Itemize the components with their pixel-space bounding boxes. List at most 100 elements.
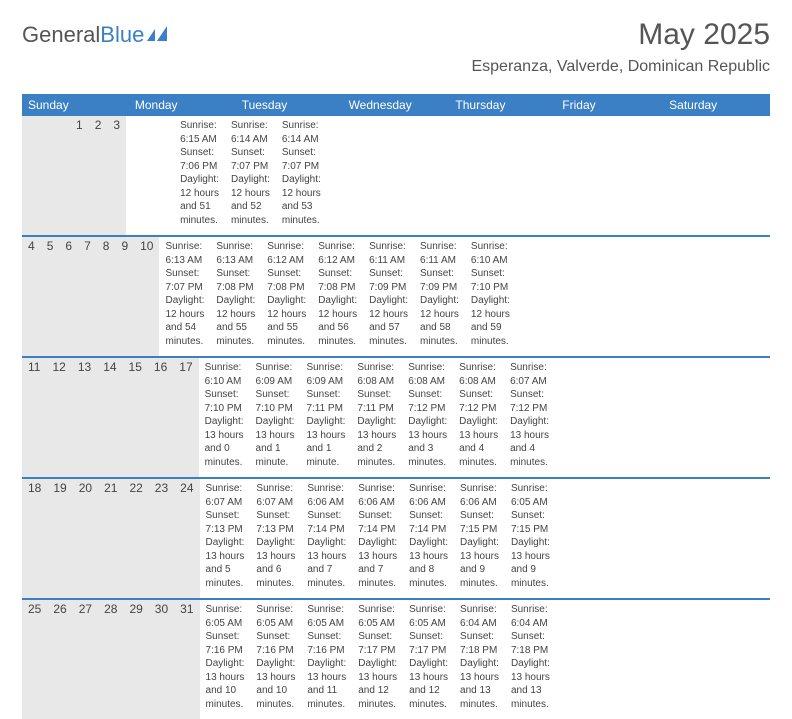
day-number: 9 bbox=[115, 237, 134, 255]
header: GeneralBlue May 2025 Esperanza, Valverde… bbox=[22, 18, 770, 76]
day-number: 4 bbox=[22, 237, 41, 255]
sunset-text: Sunset: 7:07 PM bbox=[165, 267, 204, 294]
day-number: 15 bbox=[123, 358, 148, 376]
day-details: Sunrise: 6:07 AMSunset: 7:12 PMDaylight:… bbox=[504, 358, 555, 477]
daylight-text: Daylight: 13 hours and 6 minutes. bbox=[256, 536, 295, 590]
sunset-text: Sunset: 7:08 PM bbox=[267, 267, 306, 294]
sunrise-text: Sunrise: 6:11 AM bbox=[420, 240, 459, 267]
day-number: 21 bbox=[98, 479, 123, 497]
sunset-text: Sunset: 7:14 PM bbox=[409, 509, 448, 536]
day-details: Sunrise: 6:14 AMSunset: 7:07 PMDaylight:… bbox=[225, 116, 276, 235]
sunset-text: Sunset: 7:09 PM bbox=[420, 267, 459, 294]
day-number: 23 bbox=[149, 479, 174, 497]
logo-sails-icon bbox=[147, 26, 169, 44]
sunrise-text: Sunrise: 6:08 AM bbox=[408, 361, 447, 388]
details-row: Sunrise: 6:15 AMSunset: 7:06 PMDaylight:… bbox=[126, 116, 327, 235]
day-number: 3 bbox=[107, 116, 126, 134]
day-number: 30 bbox=[149, 600, 174, 618]
sunrise-text: Sunrise: 6:10 AM bbox=[205, 361, 244, 388]
sunrise-text: Sunrise: 6:05 AM bbox=[206, 603, 245, 630]
day-details: Sunrise: 6:05 AMSunset: 7:16 PMDaylight:… bbox=[250, 600, 301, 719]
day-details: Sunrise: 6:06 AMSunset: 7:14 PMDaylight:… bbox=[352, 479, 403, 598]
week-row: 123Sunrise: 6:15 AMSunset: 7:06 PMDaylig… bbox=[22, 116, 770, 237]
day-number: 24 bbox=[174, 479, 199, 497]
week-row: 45678910Sunrise: 6:13 AMSunset: 7:07 PMD… bbox=[22, 237, 770, 358]
day-details: Sunrise: 6:09 AMSunset: 7:10 PMDaylight:… bbox=[250, 358, 301, 477]
day-number bbox=[22, 116, 34, 134]
day-header-thursday: Thursday bbox=[449, 94, 556, 116]
day-number-row: 11121314151617 bbox=[22, 358, 199, 477]
day-header-sunday: Sunday bbox=[22, 94, 129, 116]
day-details: Sunrise: 6:08 AMSunset: 7:12 PMDaylight:… bbox=[453, 358, 504, 477]
day-details: Sunrise: 6:14 AMSunset: 7:07 PMDaylight:… bbox=[276, 116, 327, 235]
sunrise-text: Sunrise: 6:07 AM bbox=[206, 482, 245, 509]
sunrise-text: Sunrise: 6:06 AM bbox=[460, 482, 499, 509]
daylight-text: Daylight: 13 hours and 11 minutes. bbox=[307, 657, 346, 711]
sunset-text: Sunset: 7:11 PM bbox=[357, 388, 396, 415]
day-number: 25 bbox=[22, 600, 47, 618]
sunrise-text: Sunrise: 6:05 AM bbox=[256, 603, 295, 630]
sunrise-text: Sunrise: 6:13 AM bbox=[165, 240, 204, 267]
day-details: Sunrise: 6:10 AMSunset: 7:10 PMDaylight:… bbox=[465, 237, 516, 356]
day-details: Sunrise: 6:07 AMSunset: 7:13 PMDaylight:… bbox=[200, 479, 251, 598]
day-details bbox=[150, 116, 162, 235]
day-number: 29 bbox=[123, 600, 148, 618]
day-number bbox=[34, 116, 46, 134]
sunset-text: Sunset: 7:18 PM bbox=[511, 630, 550, 657]
sunrise-text: Sunrise: 6:07 AM bbox=[256, 482, 295, 509]
details-row: Sunrise: 6:07 AMSunset: 7:13 PMDaylight:… bbox=[200, 479, 556, 598]
sunrise-text: Sunrise: 6:05 AM bbox=[409, 603, 448, 630]
daylight-text: Daylight: 12 hours and 57 minutes. bbox=[369, 294, 408, 348]
sunrise-text: Sunrise: 6:05 AM bbox=[358, 603, 397, 630]
sunset-text: Sunset: 7:12 PM bbox=[408, 388, 447, 415]
day-number: 26 bbox=[47, 600, 72, 618]
daylight-text: Daylight: 12 hours and 55 minutes. bbox=[216, 294, 255, 348]
sunset-text: Sunset: 7:09 PM bbox=[369, 267, 408, 294]
sunrise-text: Sunrise: 6:06 AM bbox=[358, 482, 397, 509]
sunset-text: Sunset: 7:15 PM bbox=[511, 509, 550, 536]
day-number: 8 bbox=[97, 237, 116, 255]
daylight-text: Daylight: 13 hours and 2 minutes. bbox=[357, 415, 396, 469]
daylight-text: Daylight: 12 hours and 54 minutes. bbox=[165, 294, 204, 348]
day-number: 31 bbox=[174, 600, 199, 618]
sunset-text: Sunset: 7:14 PM bbox=[358, 509, 397, 536]
day-details: Sunrise: 6:13 AMSunset: 7:07 PMDaylight:… bbox=[159, 237, 210, 356]
day-number: 19 bbox=[47, 479, 72, 497]
daylight-text: Daylight: 13 hours and 12 minutes. bbox=[409, 657, 448, 711]
details-row: Sunrise: 6:10 AMSunset: 7:10 PMDaylight:… bbox=[199, 358, 555, 477]
day-number: 13 bbox=[72, 358, 97, 376]
daylight-text: Daylight: 12 hours and 52 minutes. bbox=[231, 173, 270, 227]
logo-text-blue: Blue bbox=[100, 22, 144, 48]
day-details: Sunrise: 6:05 AMSunset: 7:16 PMDaylight:… bbox=[301, 600, 352, 719]
sunrise-text: Sunrise: 6:08 AM bbox=[357, 361, 396, 388]
daylight-text: Daylight: 13 hours and 9 minutes. bbox=[511, 536, 550, 590]
sunset-text: Sunset: 7:16 PM bbox=[307, 630, 346, 657]
day-number bbox=[46, 116, 58, 134]
day-number: 20 bbox=[73, 479, 98, 497]
day-details: Sunrise: 6:05 AMSunset: 7:17 PMDaylight:… bbox=[352, 600, 403, 719]
sunrise-text: Sunrise: 6:08 AM bbox=[459, 361, 498, 388]
day-number-row: 45678910 bbox=[22, 237, 159, 356]
day-number: 17 bbox=[173, 358, 198, 376]
week-row: 25262728293031Sunrise: 6:05 AMSunset: 7:… bbox=[22, 600, 770, 719]
daylight-text: Daylight: 13 hours and 3 minutes. bbox=[408, 415, 447, 469]
sunrise-text: Sunrise: 6:05 AM bbox=[511, 482, 550, 509]
daylight-text: Daylight: 13 hours and 13 minutes. bbox=[460, 657, 499, 711]
day-details: Sunrise: 6:12 AMSunset: 7:08 PMDaylight:… bbox=[312, 237, 363, 356]
day-number: 18 bbox=[22, 479, 47, 497]
daylight-text: Daylight: 13 hours and 4 minutes. bbox=[459, 415, 498, 469]
daylight-text: Daylight: 13 hours and 5 minutes. bbox=[206, 536, 245, 590]
day-number: 6 bbox=[59, 237, 78, 255]
daylight-text: Daylight: 13 hours and 7 minutes. bbox=[358, 536, 397, 590]
day-details: Sunrise: 6:13 AMSunset: 7:08 PMDaylight:… bbox=[210, 237, 261, 356]
day-number: 2 bbox=[89, 116, 108, 134]
sunrise-text: Sunrise: 6:10 AM bbox=[471, 240, 510, 267]
day-details: Sunrise: 6:05 AMSunset: 7:15 PMDaylight:… bbox=[505, 479, 556, 598]
sunrise-text: Sunrise: 6:11 AM bbox=[369, 240, 408, 267]
day-number-row: 18192021222324 bbox=[22, 479, 200, 598]
day-number: 10 bbox=[134, 237, 159, 255]
sunset-text: Sunset: 7:08 PM bbox=[318, 267, 357, 294]
day-details: Sunrise: 6:11 AMSunset: 7:09 PMDaylight:… bbox=[414, 237, 465, 356]
day-header-wednesday: Wednesday bbox=[343, 94, 450, 116]
sunset-text: Sunset: 7:16 PM bbox=[256, 630, 295, 657]
